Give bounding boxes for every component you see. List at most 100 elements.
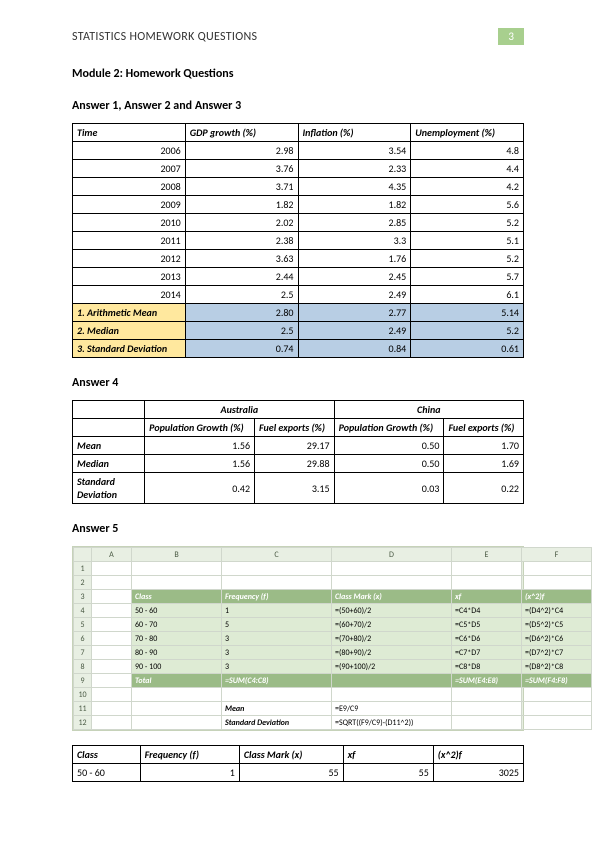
cell: 3025: [433, 764, 523, 782]
ss-row: 1: [74, 562, 592, 576]
ss-cell: =(80+90)/2: [332, 646, 452, 660]
table-row: 20091.821.825.6: [73, 196, 524, 214]
page-number-badge: 3: [498, 28, 524, 45]
ss-cell: =SQRT((F9/C9)-(D11^2)): [332, 716, 452, 730]
ss-row-number: 6: [74, 632, 92, 646]
col-header: GDP growth (%): [185, 124, 298, 142]
ss-cell: [522, 716, 592, 730]
cell: 0.50: [334, 455, 444, 473]
cell: 5.2: [411, 322, 524, 340]
cell: 2008: [73, 178, 186, 196]
ss-row: 2: [74, 576, 592, 590]
col-header: Unemployment (%): [411, 124, 524, 142]
cell: 2.38: [185, 232, 298, 250]
cell: 1.82: [185, 196, 298, 214]
cell: 2.98: [185, 142, 298, 160]
answer-4-table: Australia China Population Growth (%) Fu…: [72, 400, 524, 504]
ss-cell: [452, 716, 522, 730]
cell: 50 - 60: [73, 764, 141, 782]
ss-col-letter: B: [132, 548, 222, 562]
cell: 4.8: [411, 142, 524, 160]
cell: 5.14: [411, 304, 524, 322]
table-row: 20123.631.765.2: [73, 250, 524, 268]
cell: 2.49: [298, 286, 411, 304]
ss-row-number: 3: [74, 590, 92, 604]
ss-cell: [332, 576, 452, 590]
ss-cell: [222, 562, 332, 576]
cell: 0.42: [145, 473, 255, 504]
ss-cell: [332, 688, 452, 702]
ss-row-number: 1: [74, 562, 92, 576]
row-label: Mean: [73, 437, 145, 455]
ss-cell: [92, 590, 132, 604]
ss-cell: =C6*D6: [452, 632, 522, 646]
ss-cell: =E9/C9: [332, 702, 452, 716]
cell: 2.45: [298, 268, 411, 286]
col-header: Population Growth (%): [145, 419, 255, 437]
ss-cell: [92, 632, 132, 646]
cell: 2.49: [298, 322, 411, 340]
ss-cell: 60 - 70: [132, 618, 222, 632]
spreadsheet-screenshot: A B C D E F 123ClassFrequency (f)Class M…: [72, 546, 524, 731]
ss-cell: [132, 562, 222, 576]
cell: 2.77: [298, 304, 411, 322]
answer-4-heading: Answer 4: [72, 376, 524, 390]
cell: 2.5: [185, 286, 298, 304]
col-header: Frequency (f): [140, 746, 239, 764]
ss-row: 450 - 601=(50+60)/2=C4*D4=(D4^2)*C4: [74, 604, 592, 618]
summary-label: 1. Arithmetic Mean: [73, 304, 186, 322]
col-header: Fuel exports (%): [444, 419, 524, 437]
ss-row-number: 7: [74, 646, 92, 660]
ss-cell: =(50+60)/2: [332, 604, 452, 618]
ss-cell: Class Mark (x): [332, 590, 452, 604]
cell: 0.50: [334, 437, 444, 455]
ss-row: 670 - 803=(70+80)/2=C6*D6=(D6^2)*C6: [74, 632, 592, 646]
row-label: Median: [73, 455, 145, 473]
ss-cell: [92, 562, 132, 576]
cell: 4.4: [411, 160, 524, 178]
ss-cell: =(D6^2)*C6: [522, 632, 592, 646]
ss-row: 780 - 903=(80+90)/2=C7*D7=(D7^2)*C7: [74, 646, 592, 660]
ss-cell: [92, 660, 132, 674]
table-row: 20083.714.354.2: [73, 178, 524, 196]
ss-cell: 3: [222, 660, 332, 674]
ss-cell: 3: [222, 632, 332, 646]
ss-cell: [92, 674, 132, 688]
module-heading: Module 2: Homework Questions: [72, 67, 524, 81]
ss-cell: =C7*D7: [452, 646, 522, 660]
ss-cell: 5: [222, 618, 332, 632]
cell: 2011: [73, 232, 186, 250]
cell: 2014: [73, 286, 186, 304]
ss-cell: [452, 688, 522, 702]
table-row: Median1.5629.880.501.69: [73, 455, 524, 473]
cell: 3.76: [185, 160, 298, 178]
cell: 0.84: [298, 340, 411, 358]
ss-corner: [74, 548, 92, 562]
ss-cell: [92, 646, 132, 660]
ss-cell: =C8*D8: [452, 660, 522, 674]
col-header: Population Growth (%): [334, 419, 444, 437]
ss-cell: [92, 604, 132, 618]
summary-label: 2. Median: [73, 322, 186, 340]
answer-5-result-table: Class Frequency (f) Class Mark (x) xf (x…: [72, 745, 524, 782]
cell: 2009: [73, 196, 186, 214]
header-title: STATISTICS HOMEWORK QUESTIONS: [72, 30, 257, 44]
cell: 2.02: [185, 214, 298, 232]
ss-row-number: 10: [74, 688, 92, 702]
ss-row-number: 12: [74, 716, 92, 730]
ss-cell: 90 - 100: [132, 660, 222, 674]
ss-cell: 3: [222, 646, 332, 660]
ss-cell: =SUM(C4:C8): [222, 674, 332, 688]
answers-1-3-table: Time GDP growth (%) Inflation (%) Unempl…: [72, 123, 524, 358]
ss-cell: =(60+70)/2: [332, 618, 452, 632]
table-row: 20112.383.35.1: [73, 232, 524, 250]
cell: 4.35: [298, 178, 411, 196]
ss-cell: 70 - 80: [132, 632, 222, 646]
cell: 2010: [73, 214, 186, 232]
cell: 2.85: [298, 214, 411, 232]
ss-cell: [222, 688, 332, 702]
cell: 1: [140, 764, 239, 782]
ss-cell: =(D8^2)*C8: [522, 660, 592, 674]
table-row: 50 - 60 1 55 55 3025: [73, 764, 524, 782]
cell: 3.3: [298, 232, 411, 250]
